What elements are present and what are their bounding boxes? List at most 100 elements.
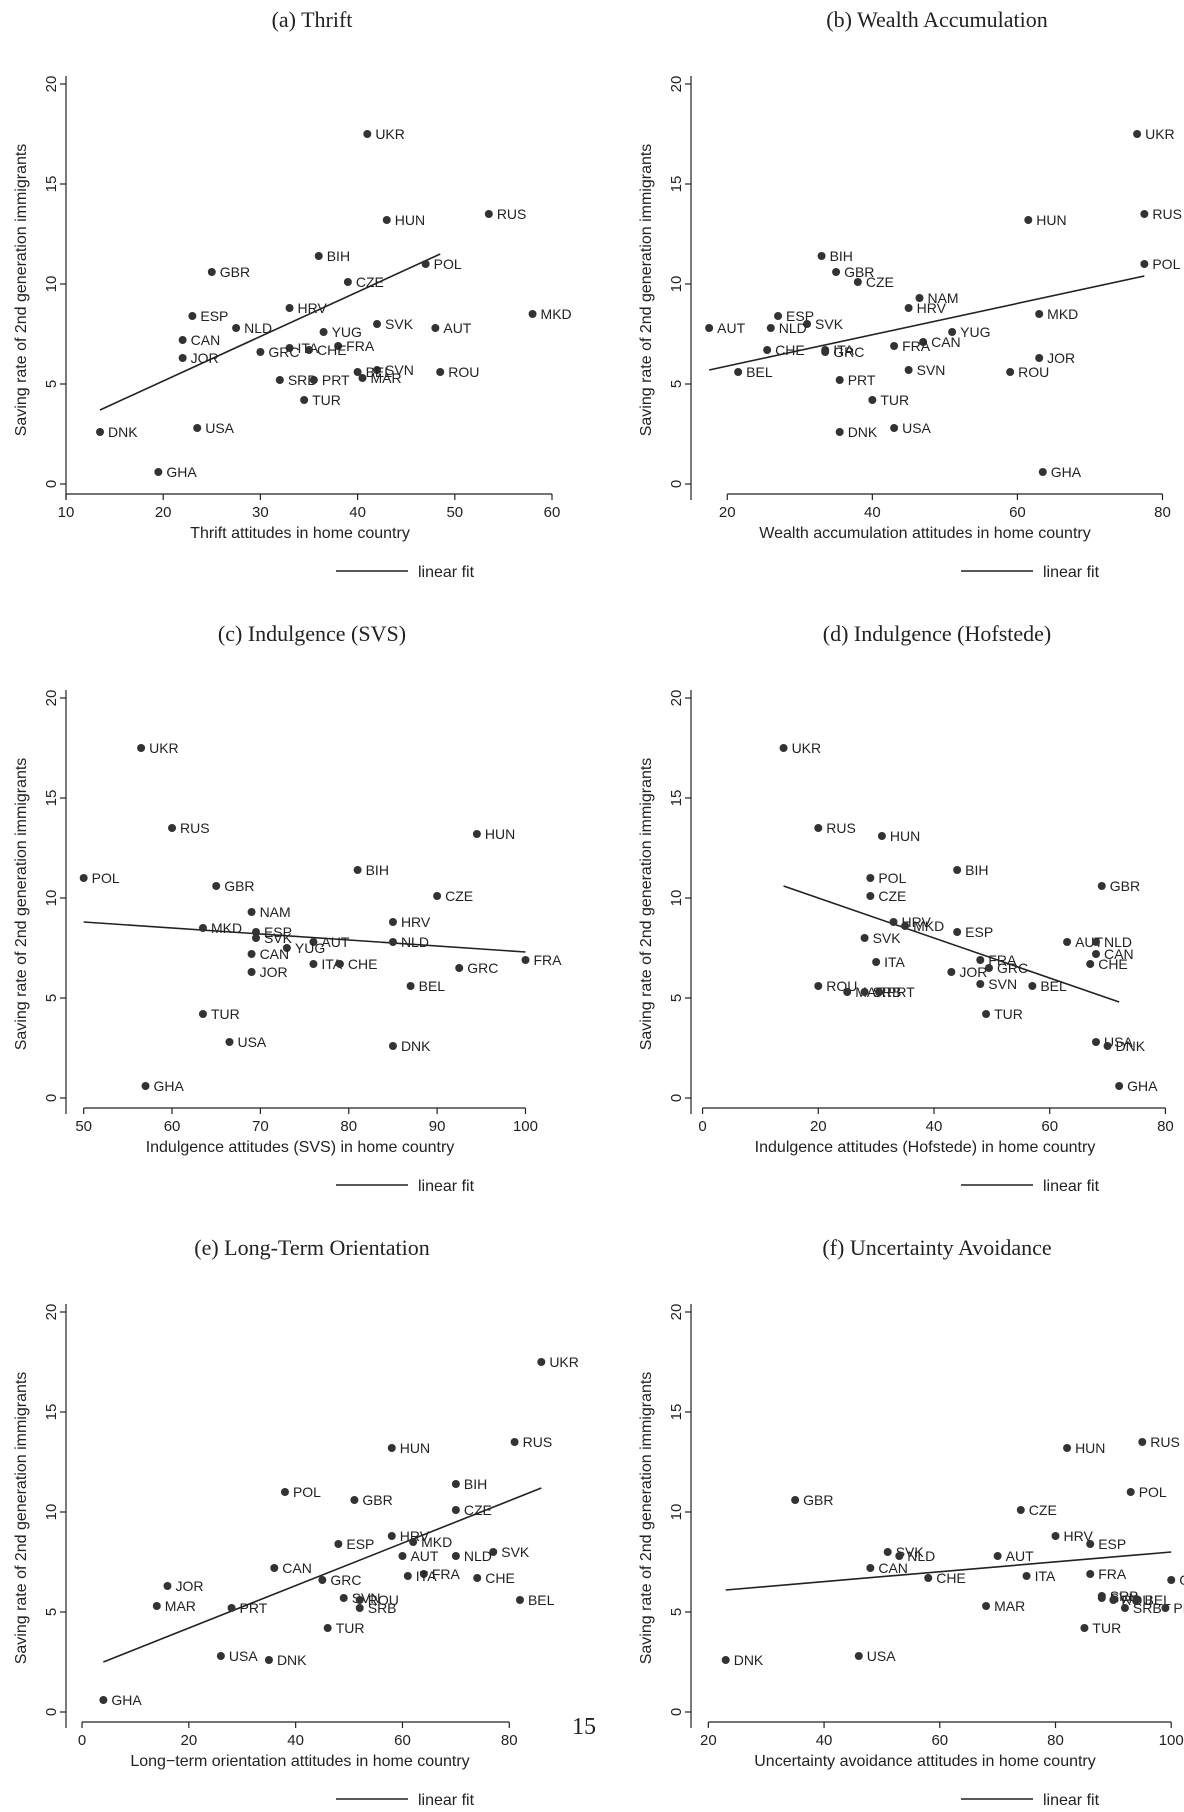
data-point-label: CAN [260, 946, 290, 962]
data-point-label: FRA [902, 338, 931, 354]
chart-title: (c) Indulgence (SVS) [218, 621, 406, 646]
data-point-label: GBR [803, 1492, 833, 1508]
data-point-label: FRA [346, 338, 375, 354]
data-point [99, 1696, 108, 1704]
data-point [993, 1552, 1002, 1560]
data-point [1035, 354, 1044, 362]
data-point [890, 424, 899, 432]
data-point-label: UKR [375, 126, 405, 142]
data-point [473, 1574, 482, 1582]
data-point [1140, 260, 1149, 268]
data-point-label: HUN [400, 1440, 430, 1456]
data-point [314, 252, 323, 260]
data-point-label: BIH [965, 862, 988, 878]
data-point [521, 956, 530, 964]
data-point-label: MKD [421, 1534, 452, 1550]
x-tick-label: 80 [340, 1118, 357, 1135]
data-point-label: POL [92, 870, 120, 886]
x-axis-label: Indulgence attitudes (SVS) in home count… [146, 1139, 455, 1156]
data-point [1161, 1604, 1170, 1612]
data-point-label: BIH [366, 862, 389, 878]
data-point [953, 928, 962, 936]
x-tick-label: 40 [287, 1732, 304, 1749]
data-point [953, 866, 962, 874]
data-point [433, 892, 442, 900]
data-point-label: FRA [432, 1566, 461, 1582]
data-point-label: AUT [1075, 934, 1103, 950]
data-point [353, 866, 362, 874]
data-point-label: MKD [1047, 306, 1078, 322]
legend-label: linear fit [1043, 1178, 1100, 1195]
x-tick-label: 80 [1154, 504, 1171, 521]
data-point [1109, 1596, 1118, 1604]
data-point-label: NLD [1104, 934, 1132, 950]
data-point-label: AUT [717, 320, 745, 336]
data-point [1097, 1594, 1106, 1602]
data-point-label: UKR [792, 740, 822, 756]
data-point [1092, 938, 1100, 946]
data-point-label: DNK [734, 1652, 764, 1668]
data-point-label: AUT [410, 1548, 438, 1564]
data-point-label: ITA [321, 956, 342, 972]
legend-label: linear fit [1043, 564, 1100, 581]
data-point [388, 938, 397, 946]
data-point-label: CAN [878, 1560, 908, 1576]
data-point [1132, 1596, 1141, 1604]
data-point-label: TUR [312, 392, 341, 408]
data-point-label: UKR [549, 1354, 579, 1370]
data-point [339, 1594, 348, 1602]
data-point-label: DNK [108, 424, 138, 440]
data-point [79, 874, 88, 882]
data-point-label: USA [867, 1648, 896, 1664]
data-point [860, 934, 869, 942]
data-point-label: GBR [224, 878, 254, 894]
data-point-label: NAM [927, 290, 958, 306]
data-point [510, 1438, 519, 1446]
y-tick-label: 0 [668, 1094, 685, 1102]
data-point-label: ITA [1035, 1568, 1056, 1584]
data-point-label: ROU [448, 364, 479, 380]
data-point [835, 428, 844, 436]
x-tick-label: 80 [1047, 1732, 1064, 1749]
data-point [387, 1444, 396, 1452]
data-point [766, 324, 775, 332]
data-point [705, 324, 714, 332]
data-point [163, 1582, 172, 1590]
data-point [251, 928, 260, 936]
y-tick-label: 5 [43, 994, 60, 1002]
data-point-label: YUG [295, 940, 325, 956]
x-tick-label: 60 [544, 504, 561, 521]
x-axis-label: Long−term orientation attitudes in home … [130, 1753, 469, 1770]
data-point-label: BEL [366, 364, 393, 380]
data-point-label: PRT [1173, 1600, 1184, 1616]
data-point-label: ITA [884, 954, 905, 970]
chart-panel-b: (b) Wealth Accumulation 0 5 10 15 20 20 40 60 80 W… [638, 7, 1182, 581]
data-point [814, 982, 823, 990]
y-tick-label: 10 [668, 276, 685, 293]
data-point [256, 348, 265, 356]
data-point-label: HRV [1064, 1528, 1094, 1544]
data-point-label: RUS [1150, 1434, 1180, 1450]
chart-panel-a: (a) Thrift 0 5 10 15 20 10 20 30 40 50 60 Thrift att… [13, 7, 572, 581]
data-point [976, 956, 985, 964]
data-point [515, 1596, 524, 1604]
data-point-label: GBR [220, 264, 250, 280]
data-point-label: USA [229, 1648, 258, 1664]
y-tick-label: 5 [668, 380, 685, 388]
x-axis-label: Uncertainty avoidance attitudes in home … [754, 1753, 1096, 1770]
legend-label: linear fit [1043, 1792, 1100, 1809]
data-point [406, 982, 415, 990]
data-point [451, 1552, 460, 1560]
y-tick-label: 0 [43, 480, 60, 488]
y-tick-label: 0 [668, 1708, 685, 1716]
data-point [1063, 938, 1072, 946]
chart-panel-c: (c) Indulgence (SVS) 0 5 10 15 20 50 60 70 80 90 10… [13, 621, 562, 1195]
data-point [472, 830, 481, 838]
data-point [403, 1572, 412, 1580]
data-point [363, 130, 372, 138]
data-point-label: USA [237, 1034, 266, 1050]
data-point-label: CHE [936, 1570, 966, 1586]
data-point-label: ROU [1018, 364, 1049, 380]
data-point [721, 1656, 730, 1664]
